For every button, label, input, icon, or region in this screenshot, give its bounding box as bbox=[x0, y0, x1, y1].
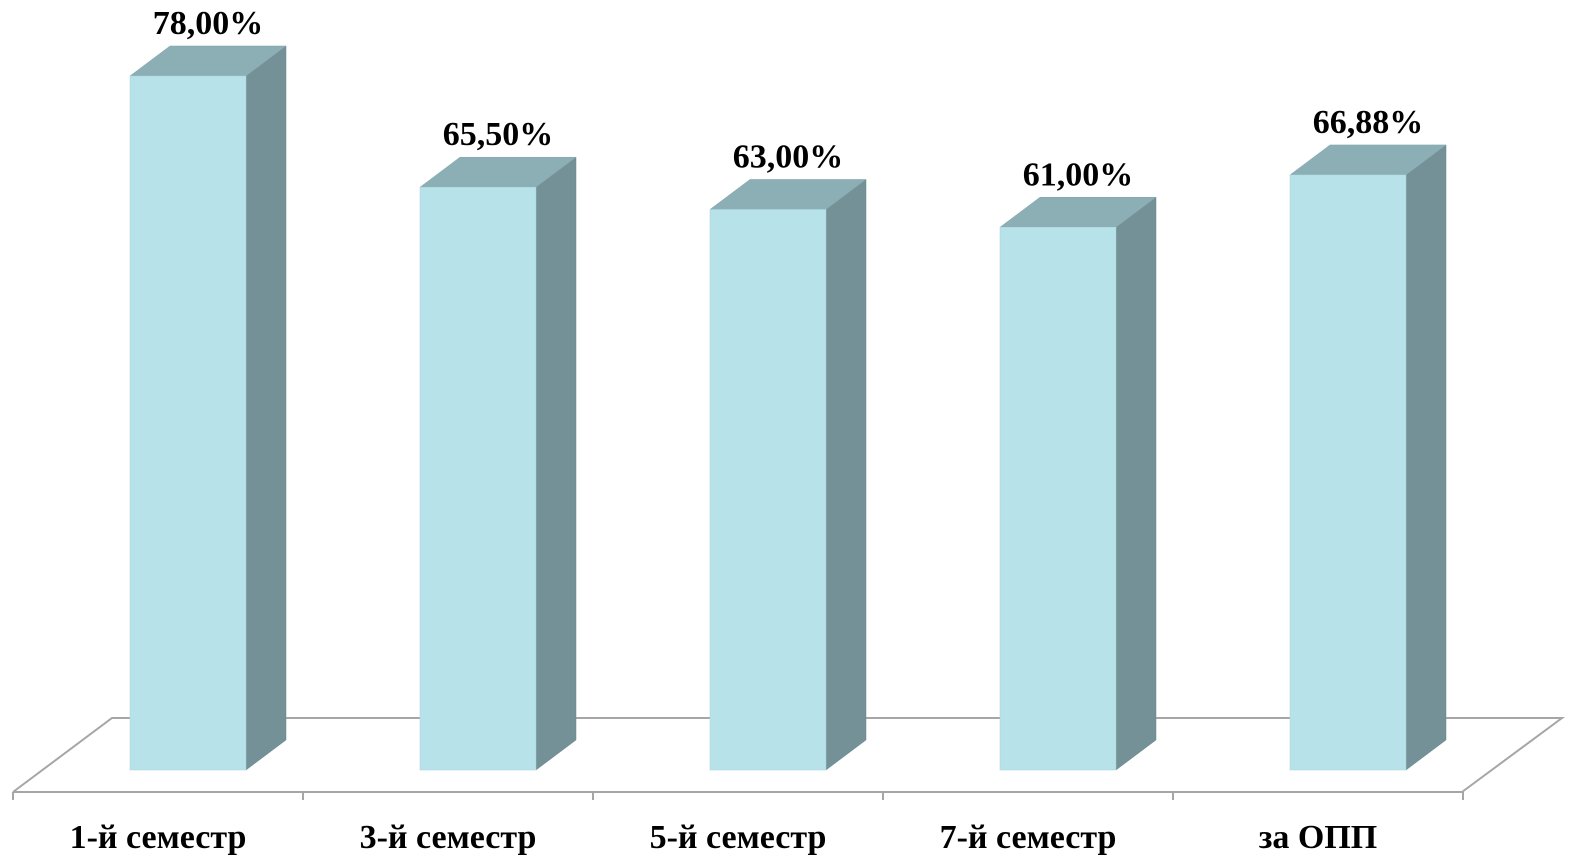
data-label: 66,88% bbox=[1313, 104, 1424, 141]
data-labels: 78,00% 65,50% 63,00% 61,00% 66,88% bbox=[153, 5, 1424, 193]
x-tick-label: 5-й семестр bbox=[650, 819, 827, 856]
bar-side-face bbox=[825, 178, 867, 771]
bar-side-face bbox=[1405, 144, 1447, 771]
bar bbox=[129, 45, 287, 771]
bar bbox=[1289, 144, 1447, 771]
bar bbox=[999, 196, 1157, 771]
x-tick-label: 1-й семестр bbox=[70, 819, 247, 856]
x-tick-label: за ОПП bbox=[1259, 819, 1378, 856]
data-label: 63,00% bbox=[733, 138, 844, 175]
bar-front-face bbox=[999, 227, 1117, 771]
bar-side-face bbox=[535, 156, 577, 771]
bars bbox=[129, 45, 1447, 771]
data-label: 78,00% bbox=[153, 5, 264, 42]
bar-front-face bbox=[419, 186, 537, 771]
bar-side-face bbox=[245, 45, 287, 771]
bar-front-face bbox=[709, 209, 827, 771]
bar-side-face bbox=[1115, 196, 1157, 771]
x-axis: 1-й семестр 3-й семестр 5-й семестр 7-й сем… bbox=[12, 792, 1464, 856]
data-label: 61,00% bbox=[1023, 156, 1134, 193]
x-tick-label: 7-й семестр bbox=[940, 819, 1117, 856]
bar bbox=[419, 156, 577, 771]
bar-front-face bbox=[1289, 174, 1407, 771]
bar bbox=[709, 178, 867, 771]
data-label: 65,50% bbox=[443, 116, 554, 153]
x-tick-label: 3-й семестр bbox=[360, 819, 537, 856]
bar-front-face bbox=[129, 75, 247, 771]
